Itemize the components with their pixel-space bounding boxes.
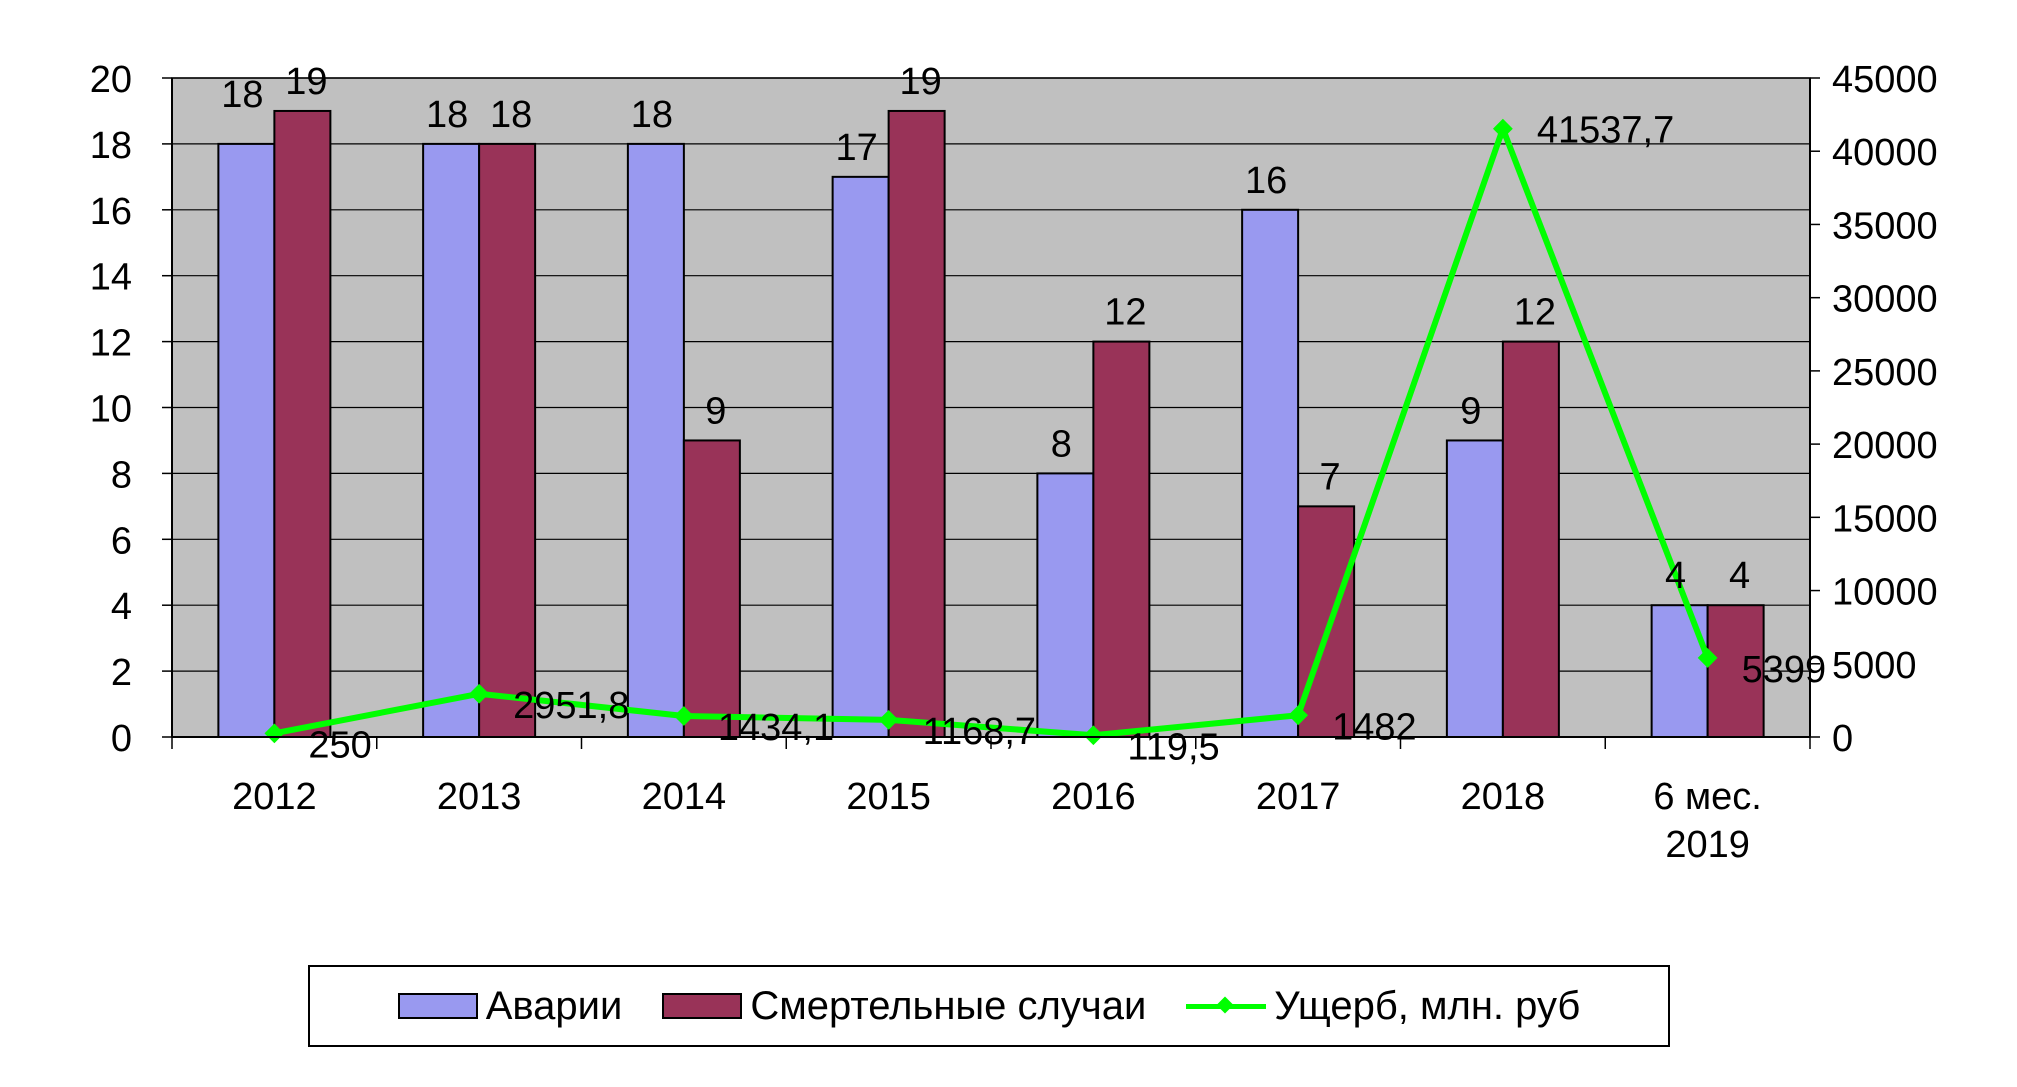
bar-deaths [1092,340,1151,738]
bar-accidents [217,142,276,738]
bar-deaths [1501,340,1560,738]
plot-border [171,77,1811,738]
y-left-tick-label: 0 [111,718,132,760]
damage-line [264,118,1718,746]
data-label-damage: 2951,8 [513,685,629,727]
bars [217,109,1765,739]
bar-deaths [1297,505,1356,738]
x-tick-label: 2018 [1461,776,1546,818]
damage-point [1083,725,1104,746]
damage-point [878,709,899,730]
y-right-tick-label: 5000 [1832,645,1917,687]
data-label-accidents: 18 [631,94,673,136]
data-label-deaths: 7 [1320,456,1341,498]
data-label-accidents: 17 [835,127,877,169]
bar-deaths [478,142,537,738]
damage-point [673,706,694,726]
data-label-deaths: 19 [899,61,941,103]
legend-label-damage: Ущерб, млн. руб [1274,983,1581,1028]
bar-accidents [626,142,685,738]
y-left-tick-label: 10 [90,389,132,431]
data-labels: 18 19 18 18 18 9 17 19 8 12 16 7 9 12 4 4 250 2951,8 1434,… [221,61,1826,768]
y-right-tick-label: 15000 [1832,498,1938,540]
x-tick-label: 2017 [1256,776,1341,818]
data-label-accidents: 4 [1665,555,1686,597]
y-right-tick-label: 25000 [1832,352,1938,394]
y-right-tick-label: 30000 [1832,279,1938,321]
y-left-tick-label: 16 [90,191,132,233]
y-right-tick-label: 40000 [1832,132,1938,174]
bar-accidents [831,175,890,739]
data-label-accidents: 18 [426,94,468,136]
y-right-tick-label: 0 [1832,718,1853,760]
bar-deaths [682,439,741,738]
legend-swatch-accidents [397,993,478,1019]
data-label-accidents: 8 [1051,423,1072,465]
y-right-tick-label: 10000 [1832,572,1938,614]
x-tick-label: 2016 [1051,776,1136,818]
bar-deaths [273,109,332,738]
damage-point [1492,118,1513,139]
x-tick-label-line2: 2019 [1665,824,1750,866]
legend-item-damage: Ущерб, млн. руб [1186,984,1580,1029]
y-left-tick-label: 4 [111,586,132,628]
bar-deaths [1706,604,1765,739]
damage-point [264,723,285,744]
y-left-tick-label: 2 [111,652,132,694]
legend-swatch-deaths [662,993,743,1019]
data-label-damage: 250 [308,724,371,766]
data-label-deaths: 18 [490,94,532,136]
y-left-tick-label: 6 [111,520,132,562]
legend-label-accidents: Аварии [485,983,623,1028]
bar-accidents [422,142,481,738]
data-label-damage: 1168,7 [923,711,1036,753]
bar-accidents [1036,472,1095,738]
data-label-damage: 1434,1 [718,707,834,749]
data-label-accidents: 16 [1245,160,1287,202]
damage-point [469,683,490,704]
x-tick-label: 6 мес. [1653,776,1762,818]
bar-deaths [887,109,946,738]
legend-item-accidents: Аварии [397,983,623,1029]
legend: Аварии Смертельные случаи Ущерб, млн. ру… [308,965,1670,1047]
data-label-damage: 5399 [1742,649,1827,691]
data-label-deaths: 19 [285,61,327,103]
data-label-accidents: 9 [1460,390,1481,432]
y-right-tick-label: 35000 [1832,205,1938,247]
x-tick-label: 2014 [642,776,727,818]
damage-point [1288,705,1309,726]
data-label-deaths: 4 [1729,555,1750,597]
damage-point [1697,648,1718,668]
bar-accidents [1650,604,1709,739]
bar-accidents [1241,208,1300,739]
bar-accidents [1445,439,1504,738]
x-tick-label: 2015 [846,776,931,818]
y-left-tick-label: 12 [90,323,132,365]
legend-swatch-damage [1186,993,1267,1019]
legend-item-deaths: Смертельные случаи [662,984,1146,1029]
data-label-deaths: 9 [705,390,726,432]
data-label-deaths: 12 [1104,292,1146,334]
y-left-tick-label: 8 [111,454,132,496]
y-right-tick-label: 20000 [1832,425,1938,467]
y-left-tick-label: 18 [90,125,132,167]
data-label-deaths: 12 [1514,292,1556,334]
data-label-accidents: 18 [221,74,263,116]
damage-line-path [273,125,1711,739]
y-right-tick-label: 45000 [1832,59,1938,101]
y-left-tick-label: 14 [90,257,132,299]
data-label-damage: 119,5 [1127,726,1219,768]
legend-label-deaths: Смертельные случаи [750,983,1147,1028]
x-tick-label: 2012 [232,776,317,818]
data-label-damage: 41537,7 [1537,110,1674,152]
x-tick-label: 2013 [437,776,522,818]
data-label-damage: 1482 [1332,706,1417,748]
y-left-tick-label: 20 [90,59,132,101]
axes: 0 2 4 6 8 10 12 14 16 18 20 0 5000 10000 15000 20000 250… [90,59,1938,866]
